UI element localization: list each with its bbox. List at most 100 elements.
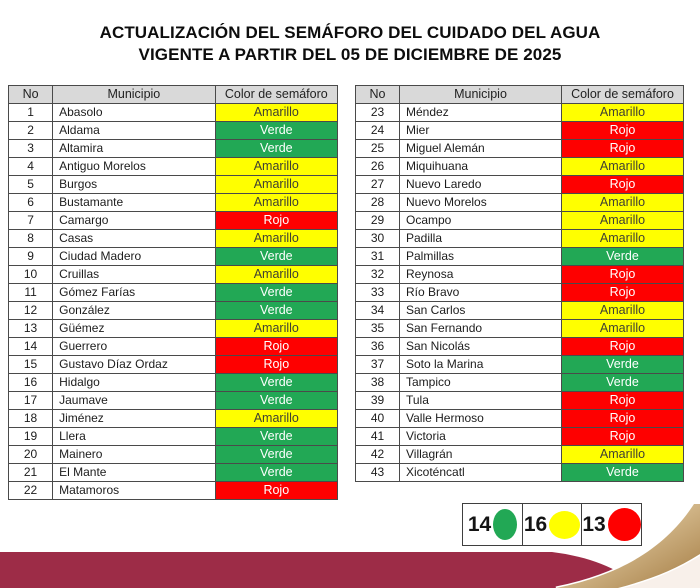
row-number: 36 — [355, 337, 400, 356]
semaforo-cell: Amarillo — [214, 319, 339, 338]
municipio-cell: González — [52, 301, 216, 320]
rojo-circle-icon — [607, 508, 641, 541]
legend-cell-amarillo: 16 — [521, 503, 583, 546]
semaforo-cell: Verde — [214, 121, 339, 140]
amarillo-circle-icon — [549, 510, 581, 539]
municipio-cell: Aldama — [52, 121, 216, 140]
semaforo-cell: Amarillo — [561, 211, 684, 230]
municipios-table-right: No Municipio Color de semáforo 23 Méndez A… — [355, 85, 684, 482]
table-row: 33 Río Bravo Rojo — [355, 283, 684, 302]
municipio-cell: Jiménez — [52, 409, 216, 428]
row-number: 3 — [7, 139, 54, 158]
header-semaforo: Color de semáforo — [561, 85, 684, 104]
row-number: 25 — [355, 139, 400, 158]
semaforo-cell: Amarillo — [561, 229, 684, 248]
municipio-cell: Valle Hermoso — [399, 409, 562, 428]
table-row: 2 Aldama Verde — [7, 121, 339, 140]
row-number: 40 — [355, 409, 400, 428]
municipio-cell: Padilla — [399, 229, 562, 248]
row-number: 7 — [7, 211, 54, 230]
municipio-cell: Burgos — [52, 175, 216, 194]
rojo-count: 13 — [582, 512, 606, 536]
table-row: 42 Villagrán Amarillo — [355, 445, 684, 464]
semaforo-cell: Rojo — [214, 337, 339, 356]
header-no: No — [355, 85, 400, 104]
table-row: 40 Valle Hermoso Rojo — [355, 409, 684, 428]
row-number: 17 — [7, 391, 54, 410]
municipios-table-left: No Municipio Color de semáforo 1 Abasolo A… — [7, 85, 339, 500]
table-row: 17 Jaumave Verde — [7, 391, 339, 410]
table-header-row: No Municipio Color de semáforo — [7, 85, 339, 104]
table-row: 15 Gustavo Díaz Ordaz Rojo — [7, 355, 339, 374]
row-number: 16 — [7, 373, 54, 392]
municipio-cell: Gustavo Díaz Ordaz — [52, 355, 216, 374]
municipio-cell: San Carlos — [399, 301, 562, 320]
table-row: 16 Hidalgo Verde — [7, 373, 339, 392]
legend-cell-verde: 14 — [462, 503, 523, 546]
table-row: 23 Méndez Amarillo — [355, 103, 684, 122]
municipio-cell: Nuevo Laredo — [399, 175, 562, 194]
row-number: 38 — [355, 373, 400, 392]
header-semaforo: Color de semáforo — [214, 85, 339, 104]
semaforo-cell: Rojo — [561, 175, 684, 194]
semaforo-cell: Verde — [561, 355, 684, 374]
municipio-cell: Nuevo Morelos — [399, 193, 562, 212]
title-line-2: VIGENTE A PARTIR DEL 05 DE DICIEMBRE DE … — [138, 45, 562, 64]
maroon-band — [0, 552, 640, 588]
table-row: 6 Bustamante Amarillo — [7, 193, 339, 212]
semaforo-cell: Rojo — [561, 409, 684, 428]
row-number: 18 — [7, 409, 54, 428]
row-number: 4 — [7, 157, 54, 176]
municipio-cell: San Fernando — [399, 319, 562, 338]
semaforo-cell: Rojo — [214, 355, 339, 374]
semaforo-cell: Amarillo — [214, 229, 339, 248]
row-number: 21 — [7, 463, 54, 482]
municipio-cell: El Mante — [52, 463, 216, 482]
municipio-cell: Victoria — [399, 427, 562, 446]
municipio-cell: Ocampo — [399, 211, 562, 230]
municipio-cell: Llera — [52, 427, 216, 446]
semaforo-cell: Verde — [561, 373, 684, 392]
row-number: 1 — [7, 103, 54, 122]
semaforo-cell: Rojo — [561, 139, 684, 158]
municipio-cell: Palmillas — [399, 247, 562, 266]
municipio-cell: Méndez — [399, 103, 562, 122]
municipio-cell: Matamoros — [52, 481, 216, 500]
table-row: 24 Mier Rojo — [355, 121, 684, 140]
row-number: 20 — [7, 445, 54, 464]
table-row: 25 Miguel Alemán Rojo — [355, 139, 684, 158]
row-number: 29 — [355, 211, 400, 230]
semaforo-cell: Verde — [214, 139, 339, 158]
row-number: 13 — [7, 319, 54, 338]
municipio-cell: Antiguo Morelos — [52, 157, 216, 176]
header-municipio: Municipio — [399, 85, 562, 104]
corner-highlight — [616, 552, 700, 588]
table-row: 27 Nuevo Laredo Rojo — [355, 175, 684, 194]
table-row: 30 Padilla Amarillo — [355, 229, 684, 248]
semaforo-cell: Rojo — [214, 211, 339, 230]
table-row: 9 Ciudad Madero Verde — [7, 247, 339, 266]
row-number: 32 — [355, 265, 400, 284]
row-number: 28 — [355, 193, 400, 212]
row-number: 5 — [7, 175, 54, 194]
table-row: 39 Tula Rojo — [355, 391, 684, 410]
table-row: 36 San Nicolás Rojo — [355, 337, 684, 356]
table-row: 43 Xicoténcatl Verde — [355, 463, 684, 482]
semaforo-cell: Rojo — [561, 265, 684, 284]
header-no: No — [7, 85, 54, 104]
table-row: 22 Matamoros Rojo — [7, 481, 339, 500]
table-row: 19 Llera Verde — [7, 427, 339, 446]
semaforo-cell: Amarillo — [214, 409, 339, 428]
table-row: 35 San Fernando Amarillo — [355, 319, 684, 338]
municipio-cell: Guerrero — [52, 337, 216, 356]
title-line-1: ACTUALIZACIÓN DEL SEMÁFORO DEL CUIDADO D… — [99, 23, 601, 42]
municipio-cell: Río Bravo — [399, 283, 562, 302]
semaforo-cell: Verde — [561, 247, 684, 266]
table-row: 31 Palmillas Verde — [355, 247, 684, 266]
table-row: 20 Mainero Verde — [7, 445, 339, 464]
semaforo-cell: Amarillo — [561, 103, 684, 122]
table-row: 18 Jiménez Amarillo — [7, 409, 339, 428]
row-number: 31 — [355, 247, 400, 266]
semaforo-cell: Verde — [214, 391, 339, 410]
